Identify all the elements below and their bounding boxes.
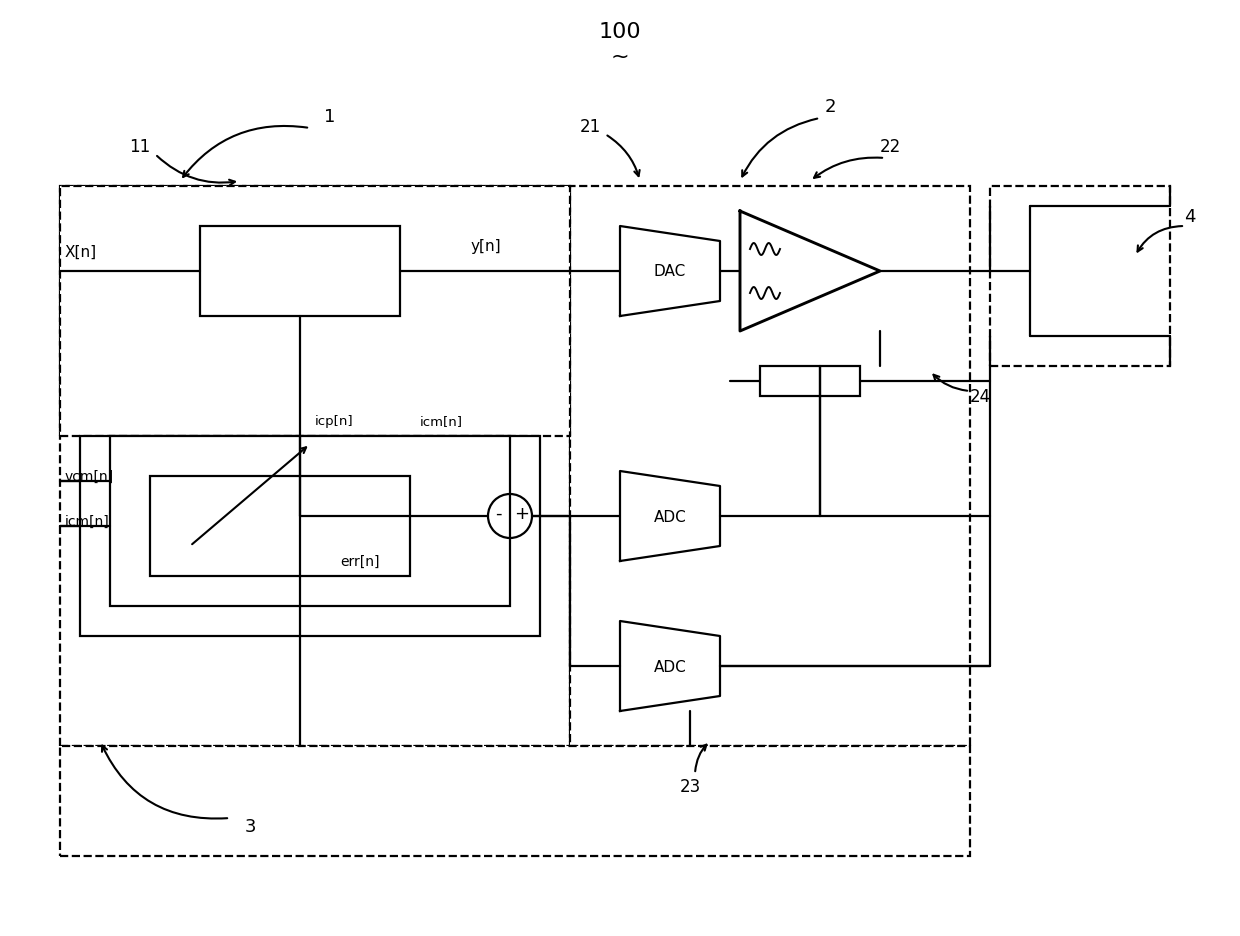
Polygon shape [620,227,720,316]
Text: 100: 100 [599,22,641,42]
Bar [60,746,970,856]
Text: 4: 4 [1184,208,1195,226]
Polygon shape [620,622,720,711]
Polygon shape [620,472,720,562]
Text: 23: 23 [680,777,701,796]
Text: icm[n]: icm[n] [420,415,463,428]
Text: DAC: DAC [653,264,686,279]
Bar [150,476,410,577]
Bar [110,436,510,607]
Text: vcm[n]: vcm[n] [64,470,114,484]
Bar [200,227,401,316]
Text: err[n]: err[n] [340,554,379,568]
Bar [990,187,1171,367]
Text: icp[n]: icp[n] [315,415,353,428]
Text: 3: 3 [244,817,255,835]
Bar [60,187,570,746]
Text: 22: 22 [879,138,900,155]
Text: ADC: ADC [653,659,687,674]
Bar [60,187,570,436]
Text: 1: 1 [325,108,336,125]
Polygon shape [740,212,880,331]
Text: icm[n]: icm[n] [64,515,110,529]
Text: y[n]: y[n] [470,240,501,255]
Text: 2: 2 [825,98,836,116]
Bar [570,187,970,746]
Text: ADC: ADC [653,509,687,524]
Text: 21: 21 [579,118,600,136]
Text: -: - [495,505,501,522]
Text: X[n]: X[n] [64,244,97,259]
Bar [81,436,539,636]
Text: 24: 24 [970,388,991,405]
Text: 11: 11 [129,138,150,155]
Text: +: + [515,505,529,522]
Text: ~: ~ [610,47,630,67]
Bar [760,367,861,397]
